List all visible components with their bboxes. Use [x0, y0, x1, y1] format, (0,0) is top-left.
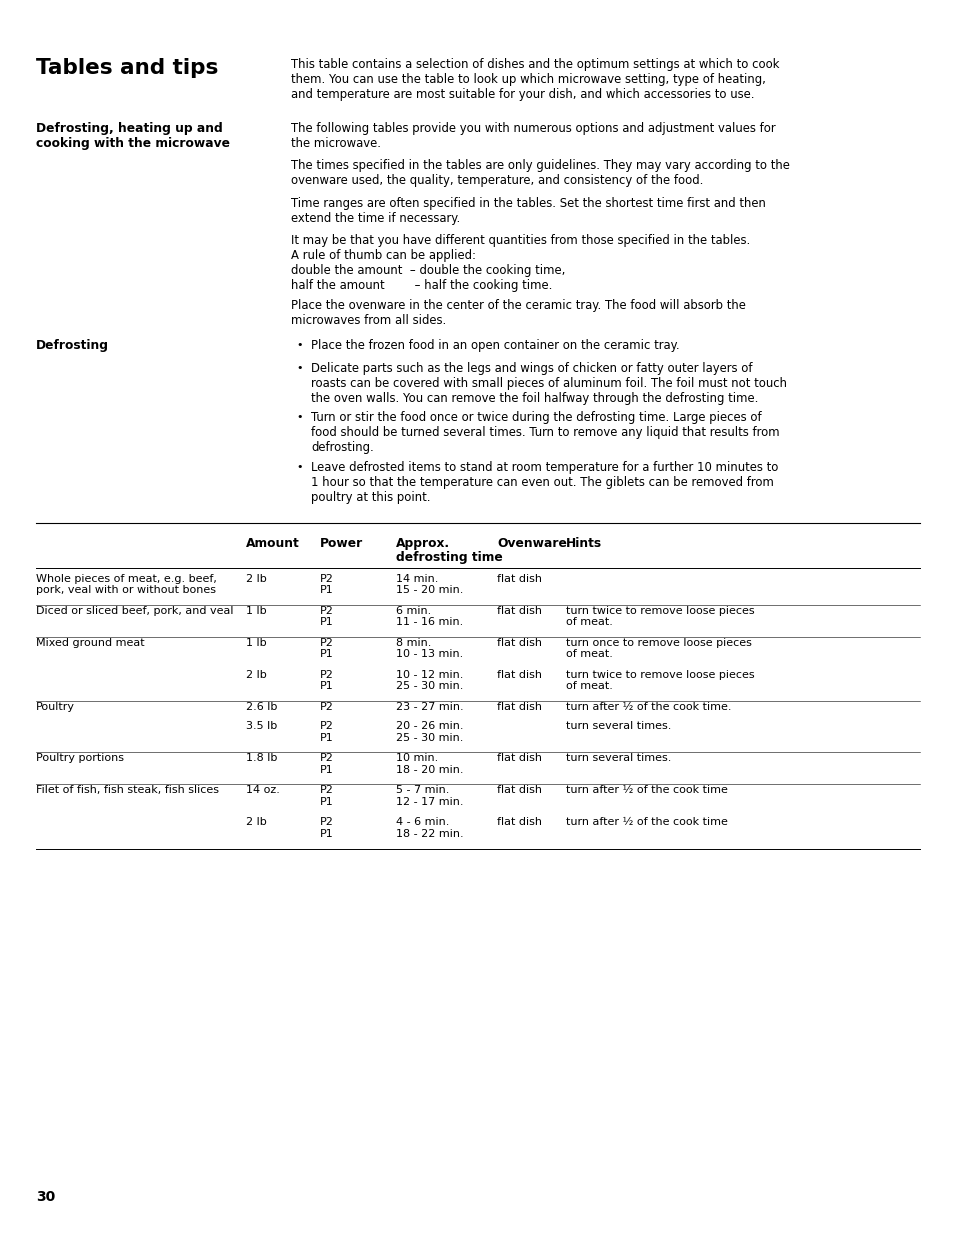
- Text: 2.6 lb: 2.6 lb: [246, 701, 277, 711]
- Text: Defrosting, heating up and
cooking with the microwave: Defrosting, heating up and cooking with …: [36, 121, 230, 149]
- Text: Approx.
defrosting time: Approx. defrosting time: [395, 536, 502, 564]
- Text: Place the ovenware in the center of the ceramic tray. The food will absorb the
m: Place the ovenware in the center of the …: [291, 299, 745, 326]
- Text: Time ranges are often specified in the tables. Set the shortest time first and t: Time ranges are often specified in the t…: [291, 196, 765, 225]
- Text: Place the frozen food in an open container on the ceramic tray.: Place the frozen food in an open contain…: [311, 340, 679, 352]
- Text: turn several times.: turn several times.: [565, 721, 671, 731]
- Text: turn twice to remove loose pieces
of meat.: turn twice to remove loose pieces of mea…: [565, 669, 754, 692]
- Text: 5 - 7 min.
12 - 17 min.: 5 - 7 min. 12 - 17 min.: [395, 785, 463, 806]
- Text: Power: Power: [319, 536, 363, 550]
- Text: turn twice to remove loose pieces
of meat.: turn twice to remove loose pieces of mea…: [565, 605, 754, 627]
- Text: Delicate parts such as the legs and wings of chicken or fatty outer layers of
ro: Delicate parts such as the legs and wing…: [311, 362, 786, 405]
- Text: 30: 30: [36, 1191, 55, 1204]
- Text: flat dish: flat dish: [497, 669, 541, 679]
- Text: flat dish: flat dish: [497, 753, 541, 763]
- Text: 1.8 lb: 1.8 lb: [246, 753, 277, 763]
- Text: This table contains a selection of dishes and the optimum settings at which to c: This table contains a selection of dishe…: [291, 58, 779, 101]
- Text: P2
P1: P2 P1: [319, 753, 334, 774]
- Text: P2
P1: P2 P1: [319, 785, 334, 806]
- Text: Poultry: Poultry: [36, 701, 75, 711]
- Text: The following tables provide you with numerous options and adjustment values for: The following tables provide you with nu…: [291, 121, 775, 149]
- Text: •: •: [295, 341, 302, 351]
- Text: flat dish: flat dish: [497, 701, 541, 711]
- Text: 14 oz.: 14 oz.: [246, 785, 279, 795]
- Text: Poultry portions: Poultry portions: [36, 753, 124, 763]
- Text: Amount: Amount: [246, 536, 299, 550]
- Text: Diced or sliced beef, pork, and veal: Diced or sliced beef, pork, and veal: [36, 605, 233, 615]
- Text: It may be that you have different quantities from those specified in the tables.: It may be that you have different quanti…: [291, 235, 749, 293]
- Text: 10 - 12 min.
25 - 30 min.: 10 - 12 min. 25 - 30 min.: [395, 669, 463, 692]
- Text: Whole pieces of meat, e.g. beef,
pork, veal with or without bones: Whole pieces of meat, e.g. beef, pork, v…: [36, 573, 216, 595]
- Text: turn after ½ of the cook time: turn after ½ of the cook time: [565, 785, 727, 795]
- Text: 6 min.
11 - 16 min.: 6 min. 11 - 16 min.: [395, 605, 463, 627]
- Text: 3.5 lb: 3.5 lb: [246, 721, 277, 731]
- Text: •: •: [295, 412, 302, 422]
- Text: flat dish: flat dish: [497, 818, 541, 827]
- Text: P2
P1: P2 P1: [319, 669, 334, 692]
- Text: 20 - 26 min.
25 - 30 min.: 20 - 26 min. 25 - 30 min.: [395, 721, 463, 742]
- Text: Tables and tips: Tables and tips: [36, 58, 218, 78]
- Text: Ovenware: Ovenware: [497, 536, 566, 550]
- Text: Turn or stir the food once or twice during the defrosting time. Large pieces of
: Turn or stir the food once or twice duri…: [311, 411, 779, 454]
- Text: turn after ½ of the cook time.: turn after ½ of the cook time.: [565, 701, 731, 711]
- Text: 2 lb: 2 lb: [246, 669, 267, 679]
- Text: 2 lb: 2 lb: [246, 818, 267, 827]
- Text: P2
P1: P2 P1: [319, 605, 334, 627]
- Text: P2: P2: [319, 701, 334, 711]
- Text: 1 lb: 1 lb: [246, 637, 266, 647]
- Text: P2
P1: P2 P1: [319, 637, 334, 659]
- Text: Hints: Hints: [565, 536, 601, 550]
- Text: 14 min.
15 - 20 min.: 14 min. 15 - 20 min.: [395, 573, 463, 595]
- Text: flat dish: flat dish: [497, 637, 541, 647]
- Text: •: •: [295, 363, 302, 373]
- Text: 1 lb: 1 lb: [246, 605, 266, 615]
- Text: Defrosting: Defrosting: [36, 340, 109, 352]
- Text: Leave defrosted items to stand at room temperature for a further 10 minutes to
1: Leave defrosted items to stand at room t…: [311, 461, 778, 504]
- Text: flat dish: flat dish: [497, 573, 541, 584]
- Text: turn after ½ of the cook time: turn after ½ of the cook time: [565, 818, 727, 827]
- Text: turn several times.: turn several times.: [565, 753, 671, 763]
- Text: •: •: [295, 462, 302, 472]
- Text: flat dish: flat dish: [497, 605, 541, 615]
- Text: Mixed ground meat: Mixed ground meat: [36, 637, 145, 647]
- Text: 8 min.
10 - 13 min.: 8 min. 10 - 13 min.: [395, 637, 463, 659]
- Text: Filet of fish, fish steak, fish slices: Filet of fish, fish steak, fish slices: [36, 785, 219, 795]
- Text: 23 - 27 min.: 23 - 27 min.: [395, 701, 463, 711]
- Text: turn once to remove loose pieces
of meat.: turn once to remove loose pieces of meat…: [565, 637, 751, 659]
- Text: 4 - 6 min.
18 - 22 min.: 4 - 6 min. 18 - 22 min.: [395, 818, 463, 839]
- Text: The times specified in the tables are only guidelines. They may vary according t: The times specified in the tables are on…: [291, 159, 789, 186]
- Text: flat dish: flat dish: [497, 785, 541, 795]
- Text: 2 lb: 2 lb: [246, 573, 267, 584]
- Text: P2
P1: P2 P1: [319, 721, 334, 742]
- Text: P2
P1: P2 P1: [319, 818, 334, 839]
- Text: P2
P1: P2 P1: [319, 573, 334, 595]
- Text: 10 min.
18 - 20 min.: 10 min. 18 - 20 min.: [395, 753, 463, 774]
